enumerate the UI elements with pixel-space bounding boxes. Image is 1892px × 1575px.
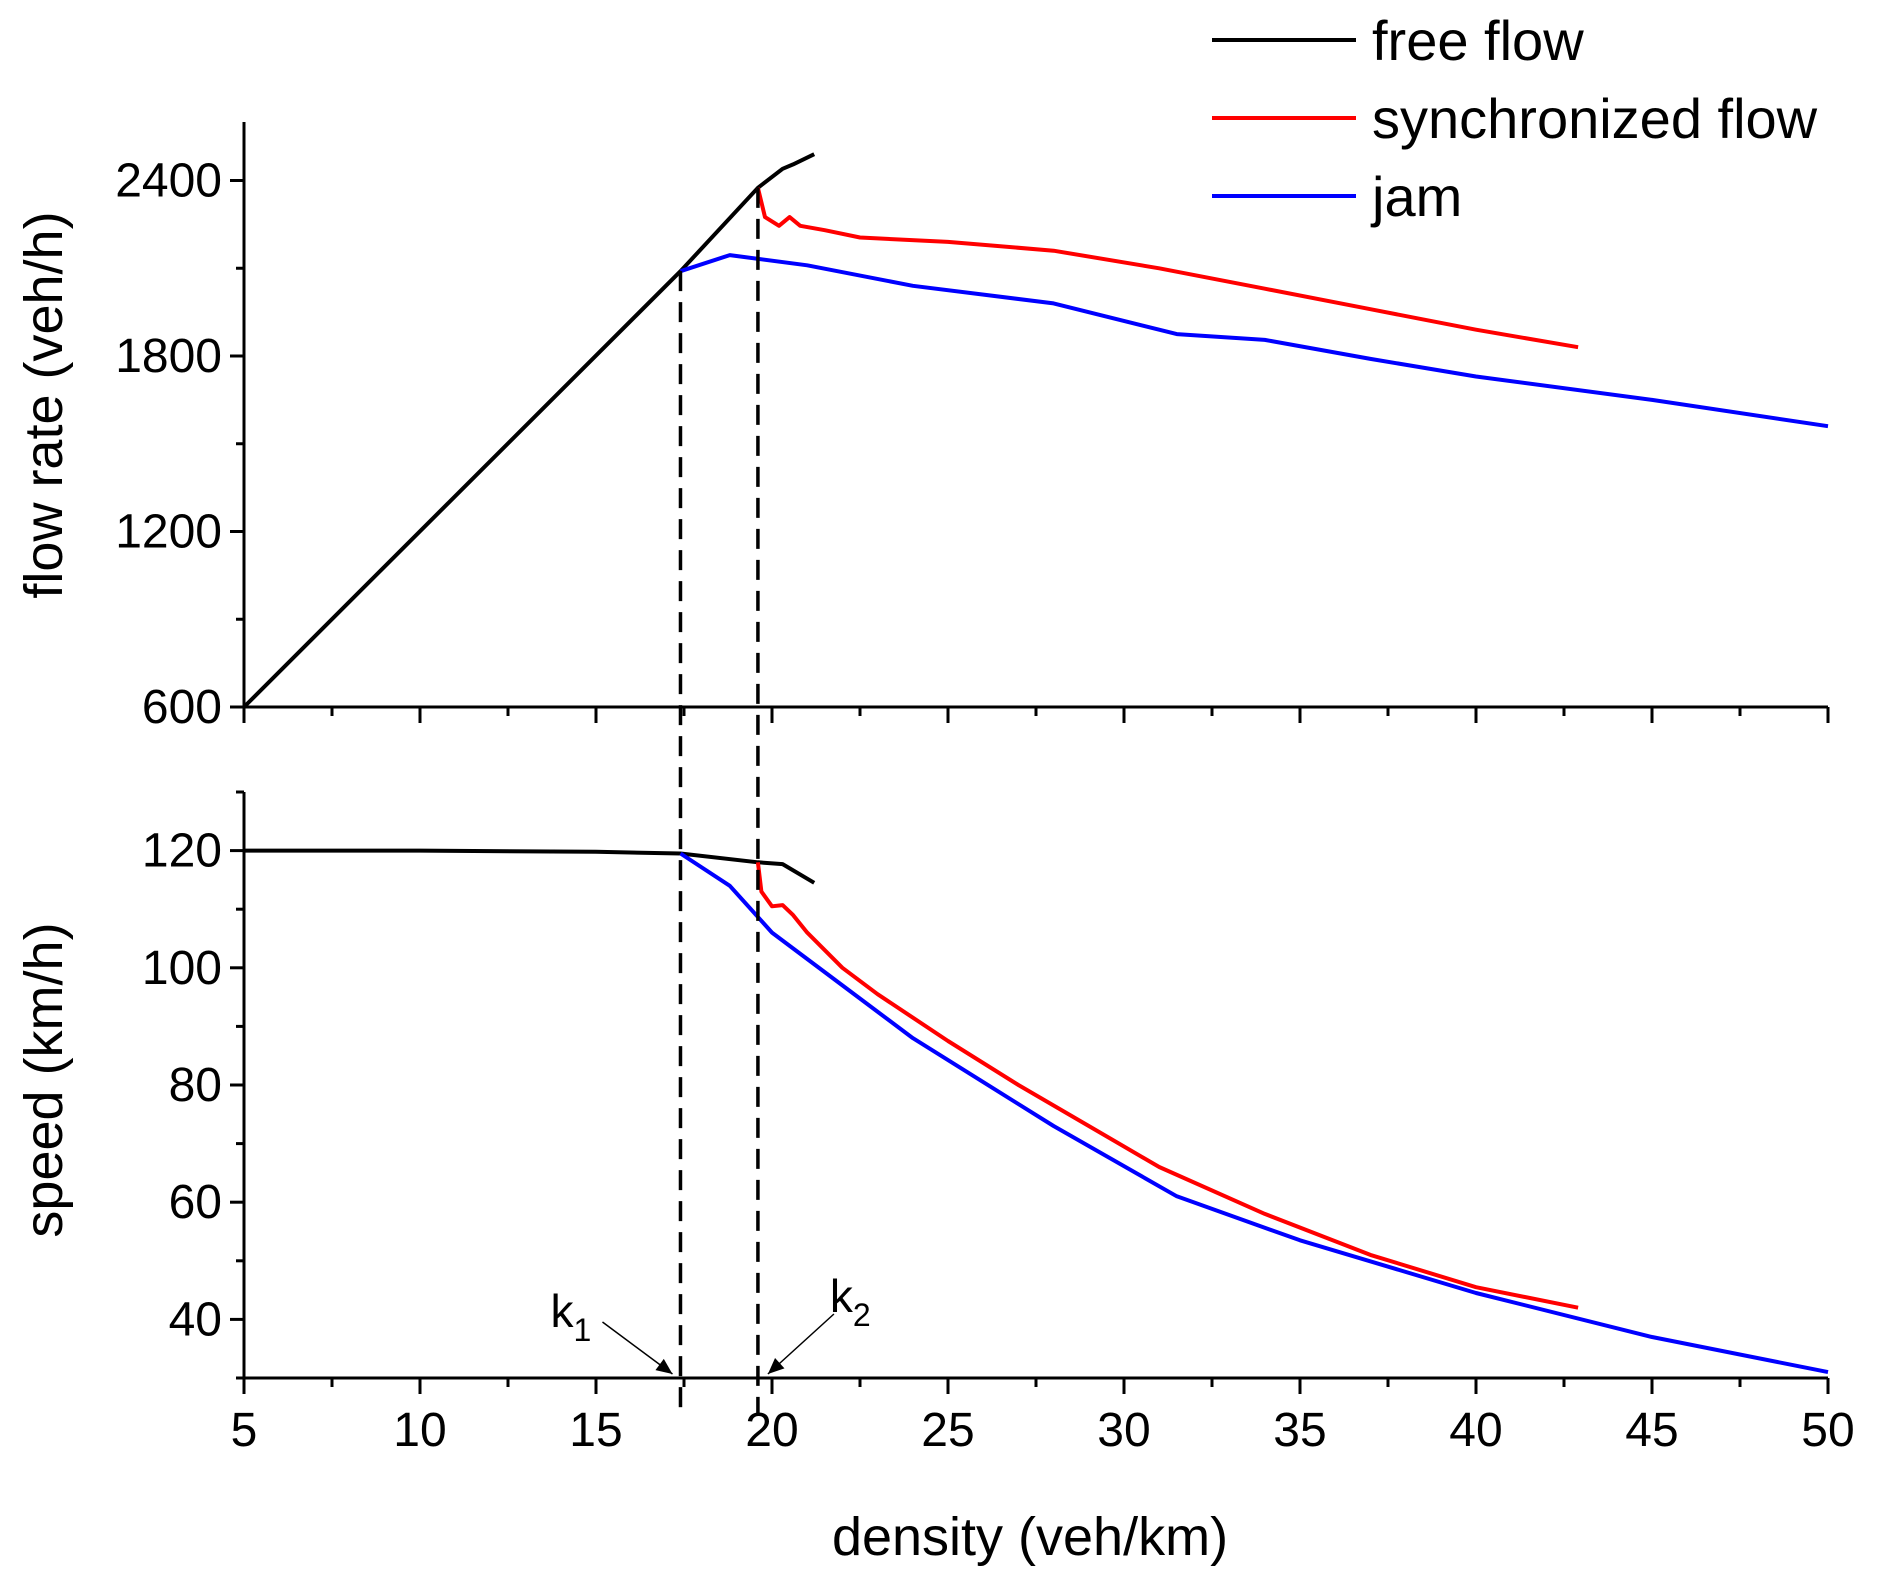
y-tick-label: 600 [142,681,222,734]
y-tick-label: 1800 [115,330,222,383]
y-tick-label: 60 [169,1176,222,1229]
series-synchronized-flow-line [755,862,1579,1310]
y-tick-label: 80 [169,1059,222,1112]
density-axis-title: density (veh/km) [832,1507,1228,1567]
y-tick-label: 100 [142,942,222,995]
series-jam-line [679,851,1829,1375]
x-tick-label: 10 [393,1404,446,1457]
x-tick-label: 5 [231,1404,258,1457]
legend-label-synchronized-flow: synchronized flow [1372,87,1818,150]
legend-label-free-flow: free flow [1372,9,1584,72]
legend: free flow synchronized flow jam [1212,9,1818,228]
series-free-flow-line [244,848,816,885]
x-tick-label: 30 [1097,1404,1150,1457]
critical-density-lines [678,187,760,1416]
annotation-arrowhead-k1 [655,1358,673,1374]
x-tick-label: 40 [1449,1404,1502,1457]
x-tick-label: 45 [1625,1404,1678,1457]
series-free-flow-line [242,152,816,709]
y-tick-label: 40 [169,1293,222,1346]
series-synchronized-flow-line [755,187,1579,350]
speed-panel: 40 60 80 100 120 5 10 15 20 25 30 35 40 45 50 k1 k2 [142,790,1855,1457]
annotation-label-k1: k1 [550,1285,591,1348]
y-tick-label: 120 [142,825,222,878]
x-tick-label: 15 [569,1404,622,1457]
x-tick-label: 25 [921,1404,974,1457]
y-tick-label: 1200 [115,506,222,559]
flow-rate-axis-title: flow rate (veh/h) [14,211,74,598]
x-tick-label: 35 [1273,1404,1326,1457]
y-tick-label: 2400 [115,155,222,208]
legend-label-jam: jam [1370,165,1462,228]
speed-axis-title: speed (km/h) [14,922,74,1237]
annotation-arrowhead-k2 [767,1358,785,1374]
x-tick-label: 20 [745,1404,798,1457]
annotation-label-k2: k2 [830,1270,871,1333]
flow-rate-panel: 600 1200 1800 2400 [115,122,1830,734]
series-jam-line [679,253,1829,429]
x-tick-label: 50 [1801,1404,1854,1457]
